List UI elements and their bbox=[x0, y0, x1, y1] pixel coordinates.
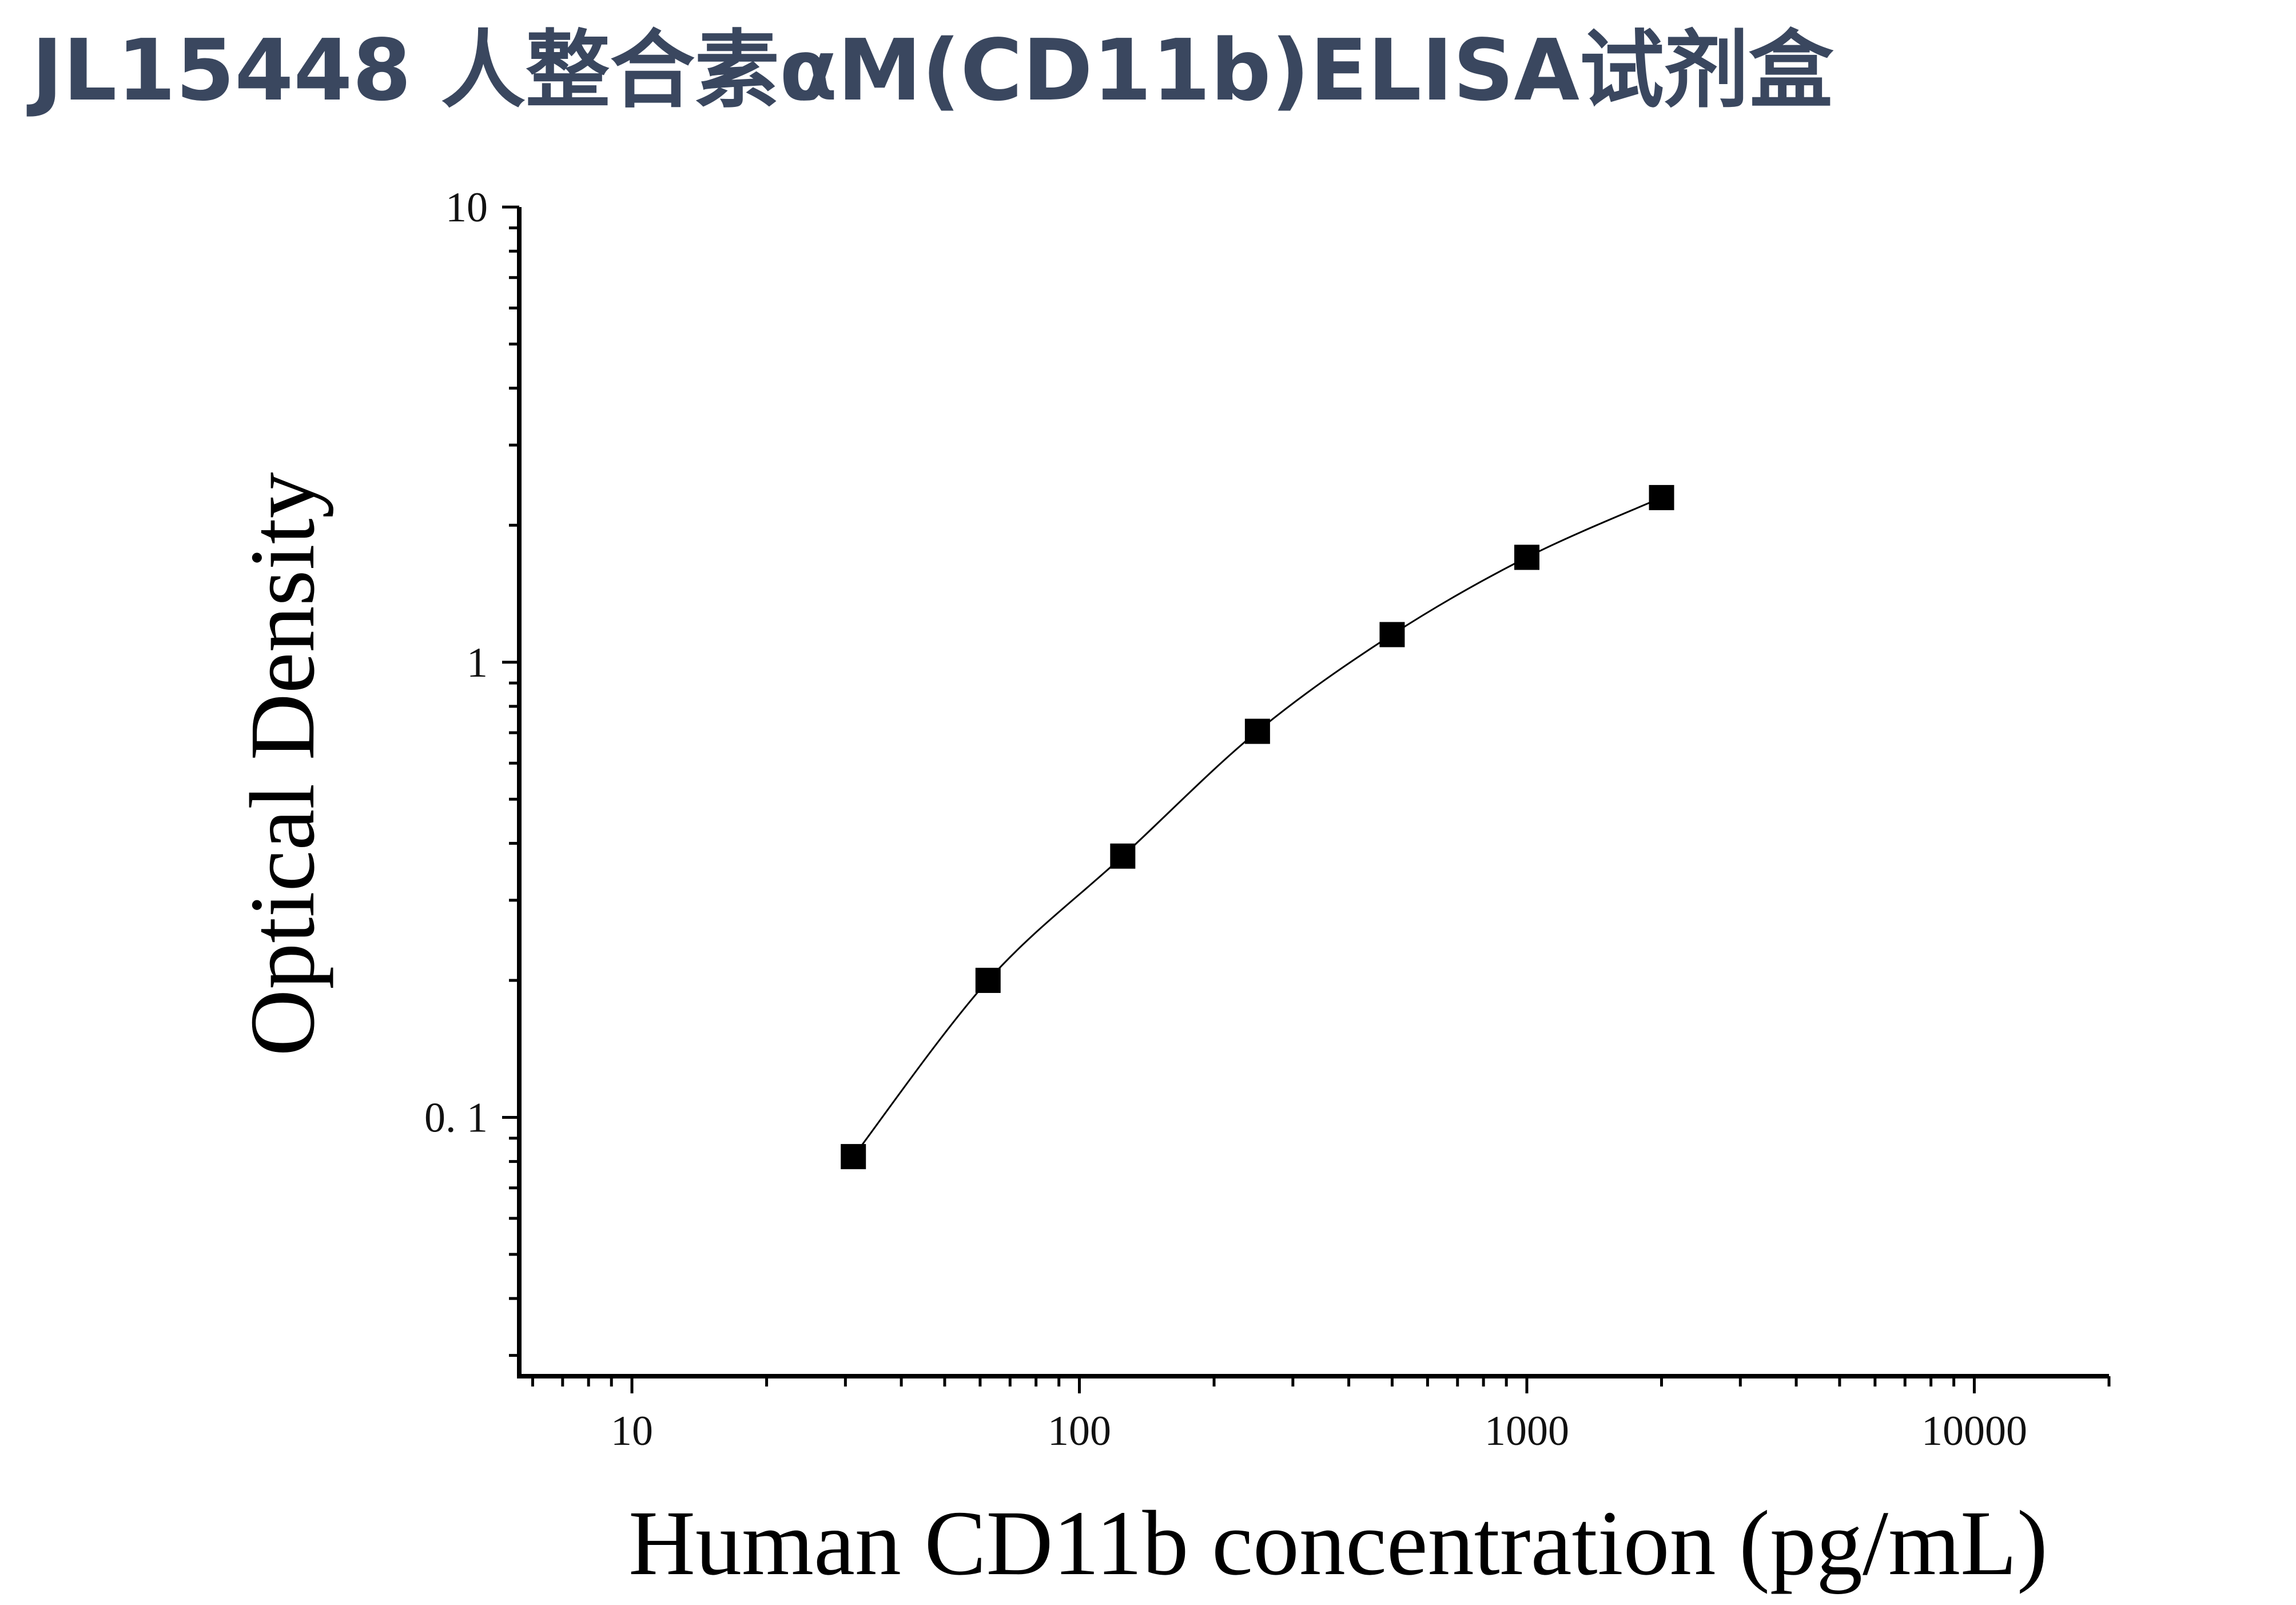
data-point bbox=[1244, 718, 1270, 744]
x-tick-label: 10000 bbox=[1921, 1408, 2027, 1455]
fitted-standard-curve bbox=[853, 496, 1662, 1158]
data-point bbox=[1514, 545, 1539, 570]
y-tick-label: 10 bbox=[445, 184, 488, 231]
data-point bbox=[975, 967, 1001, 993]
x-tick-label: 1000 bbox=[1485, 1408, 1569, 1455]
data-point bbox=[841, 1144, 866, 1170]
y-axis-title: Optical Density bbox=[232, 472, 334, 1056]
axis-tick-labels: 10 100 1000 10000 0. 1 1 10 bbox=[424, 184, 2027, 1455]
axes bbox=[517, 207, 2109, 1378]
y-tick-label: 1 bbox=[467, 639, 488, 686]
x-axis-title: Human CD11b concentration (pg/mL) bbox=[628, 1492, 2048, 1595]
x-tick-label: 100 bbox=[1048, 1408, 1111, 1455]
x-tick-label: 10 bbox=[611, 1408, 653, 1455]
axis-ticks bbox=[502, 205, 2111, 1393]
data-point bbox=[1649, 484, 1674, 510]
data-points bbox=[841, 484, 1674, 1170]
data-point bbox=[1379, 622, 1405, 647]
data-point bbox=[1110, 843, 1136, 869]
chart-title: JL15448 人整合素αM(CD11b)ELISA试剂盒 bbox=[31, 21, 1833, 120]
y-tick-label: 0. 1 bbox=[424, 1095, 488, 1142]
